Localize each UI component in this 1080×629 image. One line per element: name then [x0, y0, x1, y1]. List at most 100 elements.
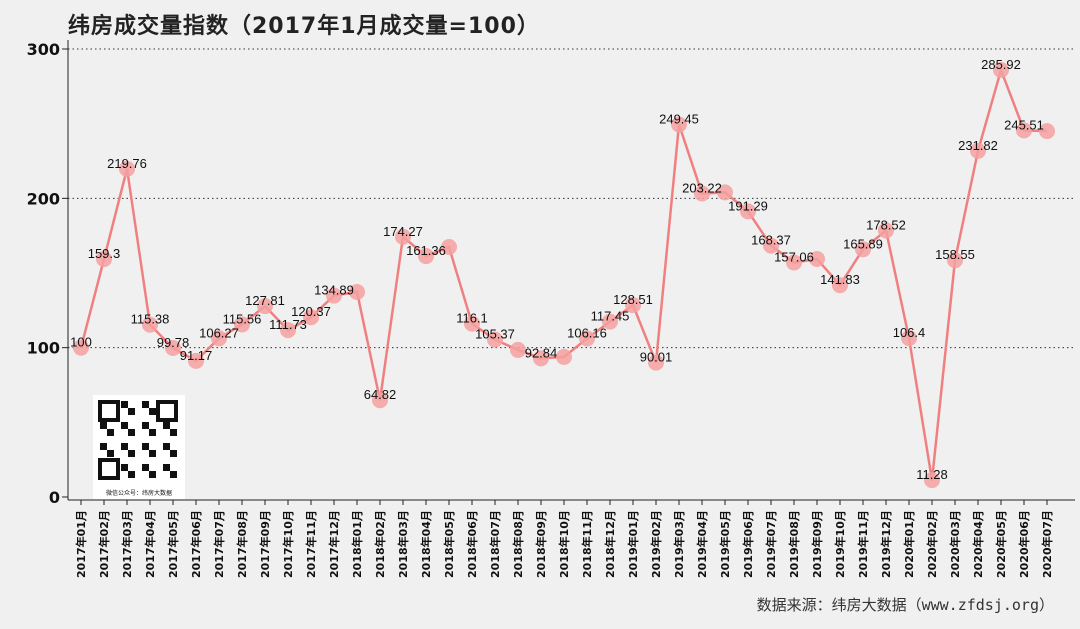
data-point: [326, 287, 342, 304]
qr-module: [107, 450, 114, 457]
data-point: [809, 250, 825, 267]
data-label: 106.16: [567, 325, 607, 340]
data-label: 91.17: [180, 348, 213, 363]
data-label: 100: [70, 335, 92, 350]
qr-module: [163, 443, 170, 450]
data-label: 165.89: [843, 236, 883, 251]
qr-module: [142, 443, 149, 450]
x-tick-label: 2018年08月: [511, 510, 525, 578]
data-point: [947, 252, 963, 269]
x-tick-label: 2019年07月: [764, 510, 778, 578]
data-label: 99.78: [157, 335, 190, 350]
x-tick-label: 2018年04月: [419, 510, 433, 578]
qr-finder: [98, 458, 120, 480]
data-label: 117.45: [591, 309, 630, 324]
data-point: [349, 283, 365, 300]
data-label: 90.01: [640, 350, 673, 365]
data-label: 161.36: [406, 243, 446, 258]
data-point: [119, 160, 135, 177]
data-label: 231.82: [958, 138, 998, 153]
y-tick-label: 300: [27, 40, 60, 59]
qr-module: [149, 450, 156, 457]
qr-caption: 微信公众号：纬房大数据: [105, 490, 172, 497]
data-point: [671, 116, 687, 133]
data-label: 116.1: [456, 311, 488, 326]
x-tick-label: 2020年03月: [948, 510, 962, 578]
data-point: [993, 62, 1009, 79]
x-tick-label: 2018年05月: [442, 510, 456, 578]
x-tick-label: 2020年04月: [971, 510, 985, 578]
qr-module: [107, 429, 114, 436]
data-point: [763, 237, 779, 254]
x-tick-label: 2020年07月: [1040, 510, 1054, 578]
data-label: 106.4: [893, 325, 926, 340]
qr-module: [170, 471, 177, 478]
x-tick-label: 2017年11月: [304, 510, 318, 578]
chart-title: 纬房成交量指数（2017年1月成交量=100）: [68, 14, 540, 39]
data-label: 11.28: [916, 467, 948, 482]
data-point: [1039, 123, 1055, 140]
data-label: 127.81: [245, 293, 285, 308]
data-point: [96, 251, 112, 268]
data-label: 64.82: [364, 387, 397, 402]
data-point: [257, 298, 273, 315]
data-point: [648, 354, 664, 371]
qr-module: [100, 443, 107, 450]
x-tick-label: 2019年11月: [856, 510, 870, 578]
y-tick-label: 200: [27, 189, 60, 208]
data-point: [556, 348, 572, 365]
data-point: [165, 339, 181, 356]
data-label: 115.56: [223, 311, 262, 326]
x-tick-label: 2018年12月: [603, 510, 617, 578]
qr-module: [142, 401, 149, 408]
data-label: 111.73: [269, 317, 307, 332]
data-label: 134.89: [314, 283, 354, 298]
data-point: [418, 248, 434, 265]
data-point: [211, 330, 227, 347]
source-note: 数据来源：纬房大数据（www.zfdsj.org）: [756, 596, 1054, 614]
data-point: [487, 331, 503, 348]
x-tick-label: 2019年08月: [787, 510, 801, 578]
data-label: 158.55: [935, 247, 975, 262]
qr-module: [100, 422, 107, 429]
qr-module: [128, 450, 135, 457]
data-point: [188, 352, 204, 369]
y-tick-label: 100: [27, 339, 60, 358]
data-point: [602, 313, 618, 330]
data-point: [855, 241, 871, 258]
x-tick-label: 2019年03月: [672, 510, 686, 578]
x-tick-label: 2017年12月: [327, 510, 341, 578]
qr-module: [121, 401, 128, 408]
data-point: [280, 322, 296, 339]
data-point: [740, 203, 756, 220]
x-tick-label: 2018年02月: [373, 510, 387, 578]
x-tick-label: 2019年04月: [695, 510, 709, 578]
data-label: 219.76: [107, 156, 147, 171]
qr-module: [128, 408, 135, 415]
data-point: [832, 277, 848, 294]
data-point: [441, 239, 457, 256]
x-tick-label: 2019年01月: [626, 510, 640, 578]
x-tick-label: 2017年04月: [143, 510, 157, 578]
x-tick-label: 2019年02月: [649, 510, 663, 578]
x-tick-label: 2019年06月: [741, 510, 755, 578]
data-point: [625, 297, 641, 314]
qr-finder: [156, 400, 178, 422]
data-point: [372, 392, 388, 409]
data-label: 285.92: [981, 57, 1021, 72]
x-tick-label: 2018年09月: [534, 510, 548, 578]
data-label: 178.52: [866, 217, 906, 232]
qr-module: [121, 422, 128, 429]
data-point: [1016, 122, 1032, 139]
qr-module: [170, 429, 177, 436]
data-point: [510, 341, 526, 358]
x-tick-label: 2017年06月: [189, 510, 203, 578]
data-label: 249.45: [659, 111, 699, 126]
data-label: 128.51: [613, 292, 653, 307]
qr-module: [142, 464, 149, 471]
qr-module: [149, 471, 156, 478]
x-tick-label: 2017年09月: [258, 510, 272, 578]
x-tick-label: 2017年08月: [235, 510, 249, 578]
x-tick-label: 2020年01月: [902, 510, 916, 578]
